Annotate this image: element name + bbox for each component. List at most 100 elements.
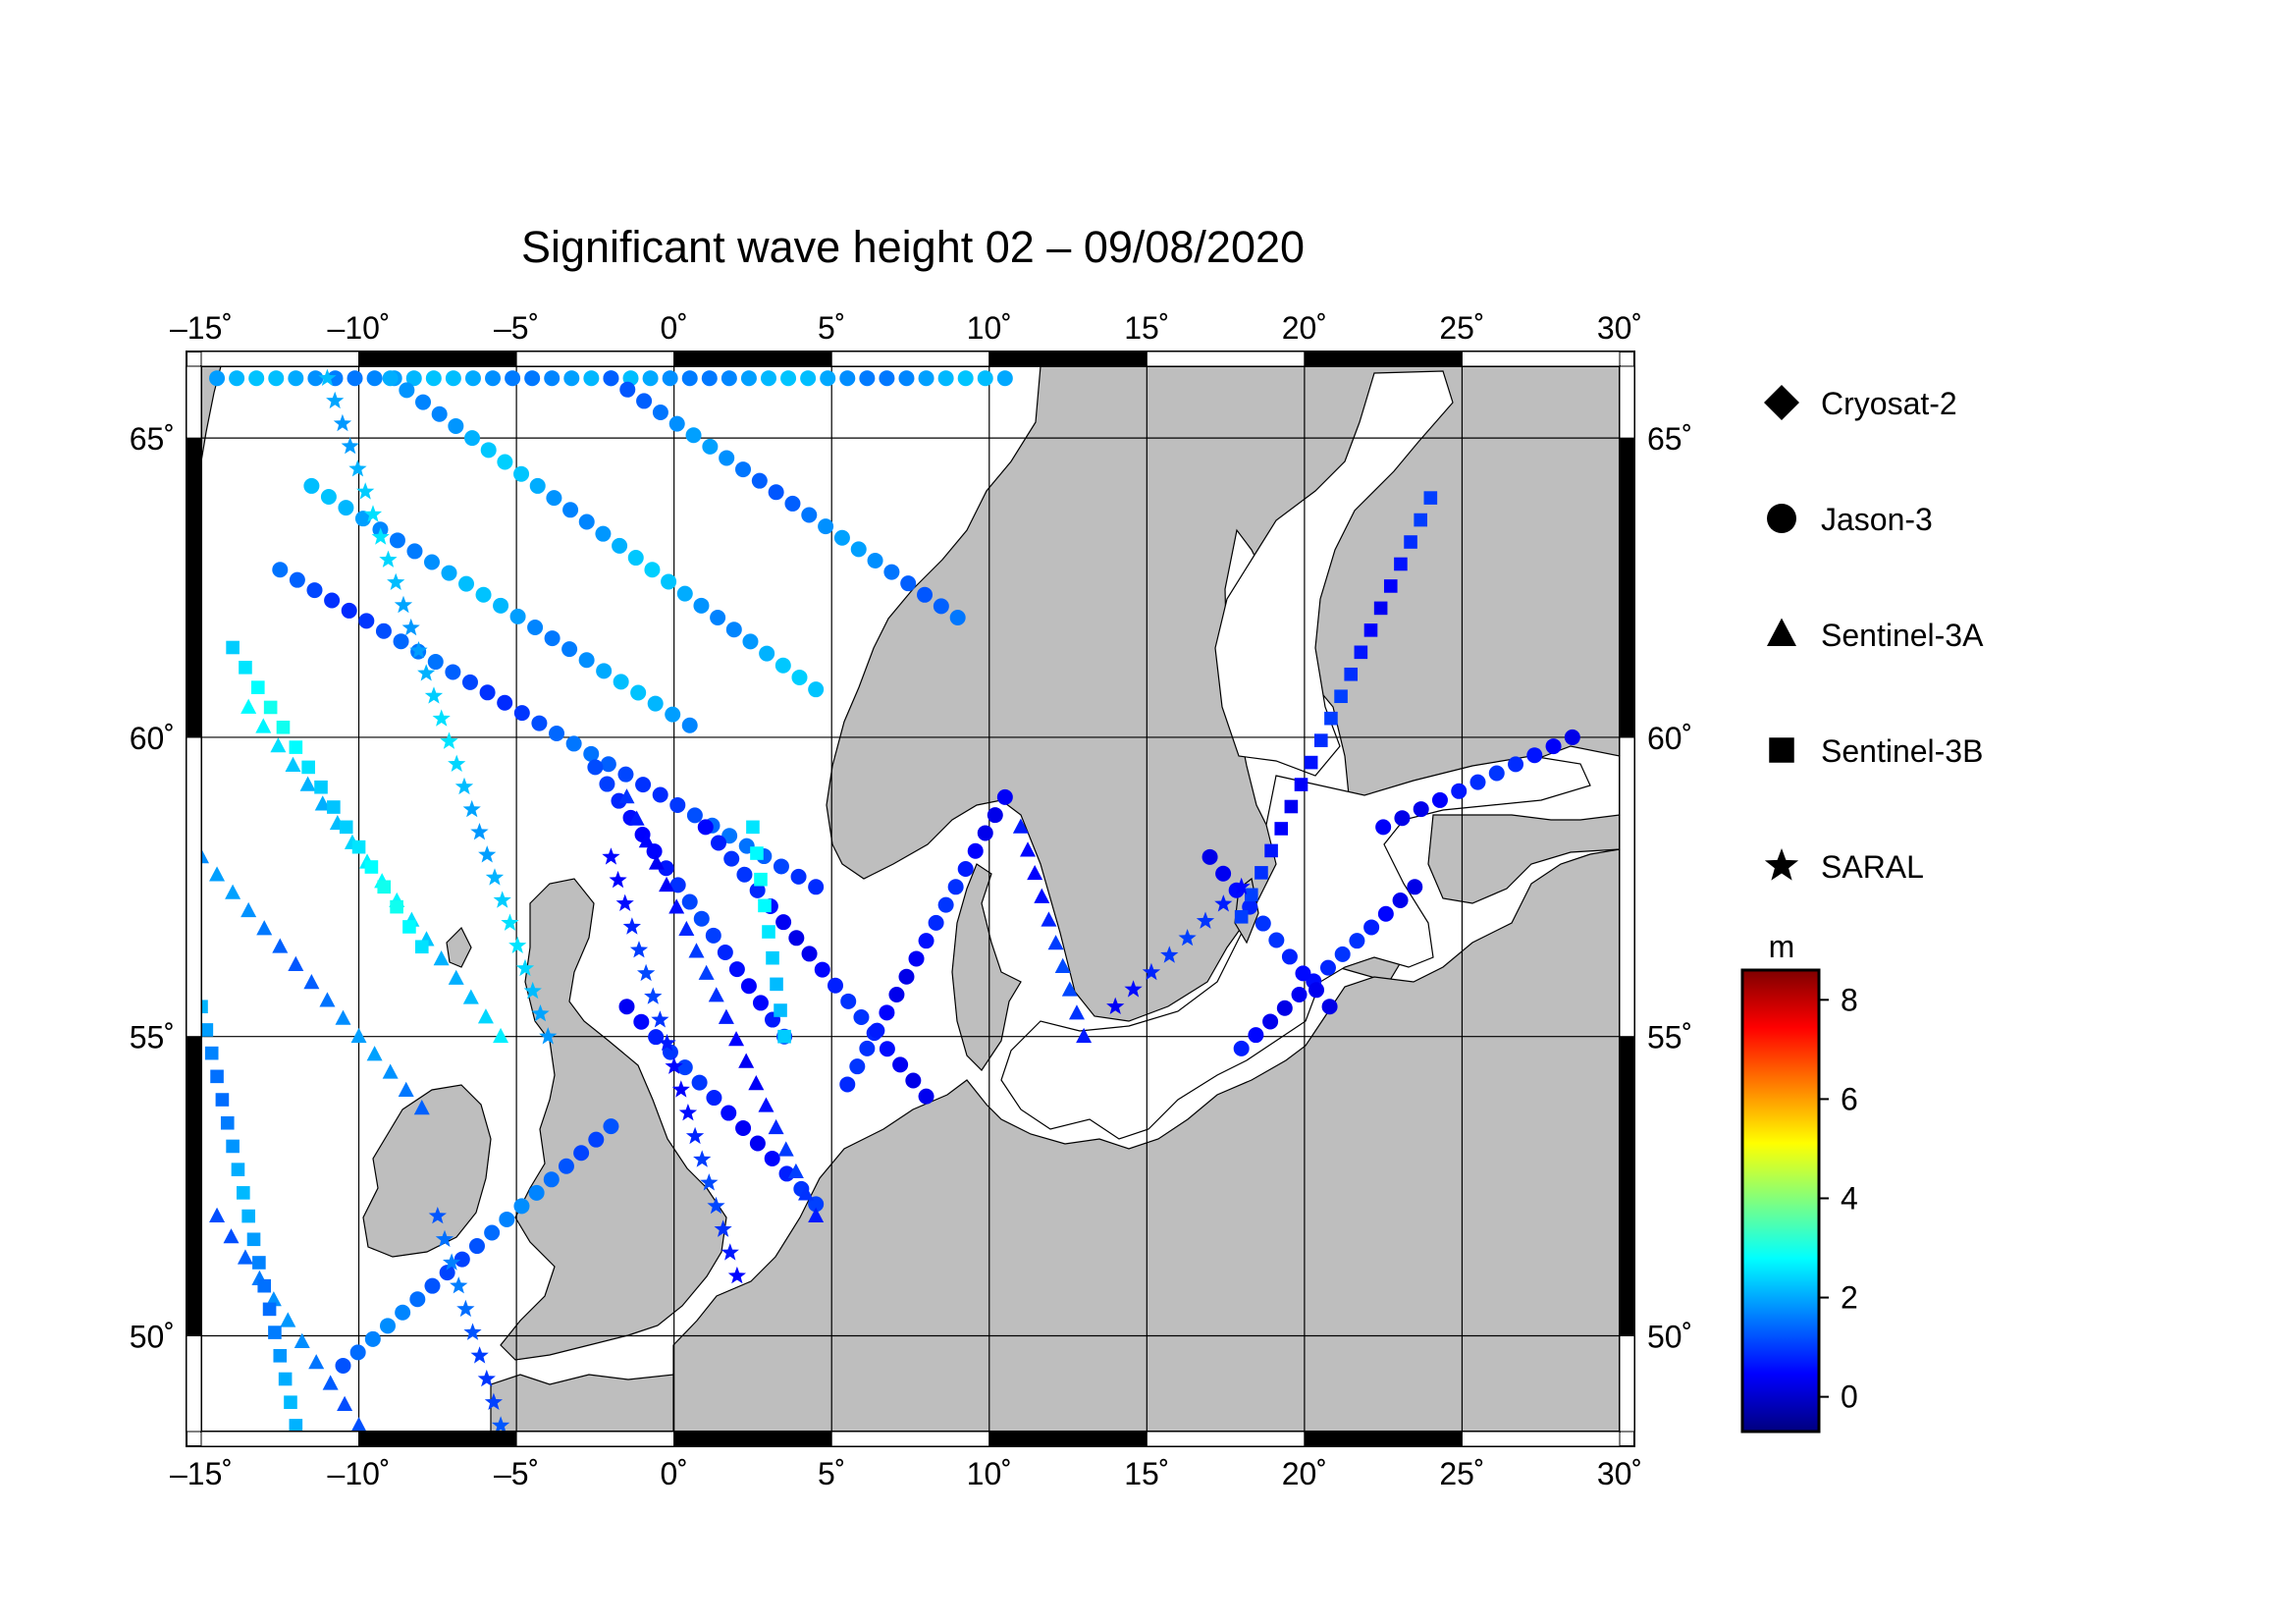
track-point-circle [879, 1004, 895, 1021]
track-point-circle [565, 735, 582, 752]
track-point-triangle [285, 756, 301, 773]
track-point-star [1196, 911, 1215, 929]
track-point-square [1294, 778, 1308, 791]
track-point-circle [1363, 919, 1380, 936]
track-point-circle [898, 968, 915, 985]
track-point-triangle [366, 1046, 383, 1061]
track-point-circle [697, 819, 714, 836]
frame-segment-top [673, 351, 832, 367]
track-point-circle [706, 1090, 722, 1107]
track-point-star [1124, 980, 1143, 998]
track-point-circle [613, 674, 629, 690]
track-point-square [263, 700, 278, 715]
track-point-circle [908, 950, 925, 967]
frame-segment-bottom [1304, 1431, 1463, 1447]
track-point-circle [600, 756, 616, 773]
track-point-triangle [201, 848, 209, 864]
track-point-square [314, 780, 328, 794]
track-point-square [201, 1000, 208, 1014]
track-point-circle [676, 585, 693, 602]
track-point-square [774, 1003, 787, 1017]
track-point-star [326, 391, 345, 409]
track-point-circle [1308, 982, 1325, 999]
track-point-circle [1413, 801, 1429, 818]
frame-segment-bottom [1146, 1431, 1306, 1447]
track-point-circle [957, 370, 974, 387]
track-point-circle [561, 641, 578, 658]
track-point-triangle [288, 955, 304, 971]
track-point-circle [761, 370, 776, 387]
track-point-triangle [280, 1312, 296, 1327]
track-point-circle [209, 370, 226, 387]
track-point-circle [527, 619, 544, 635]
track-point-star [609, 870, 627, 889]
track-point-circle [338, 500, 354, 516]
track-point-triangle [668, 898, 685, 914]
track-point-star [515, 958, 535, 977]
lat-labels-right: 50˚ 55˚ 60˚ 65˚ [1647, 421, 1692, 1354]
track-point-triangle [1020, 841, 1037, 857]
colorbar-ticks: 0 2 4 6 8 [1819, 982, 1858, 1415]
track-point-triangle [265, 1291, 282, 1307]
track-point-circle [996, 788, 1013, 805]
track-point-triangle [1012, 818, 1029, 834]
track-point-circle [320, 488, 337, 505]
frame-segment-bottom [515, 1431, 675, 1447]
track-point-circle [751, 472, 768, 489]
track-point-circle [1334, 946, 1351, 962]
track-point-triangle [256, 920, 273, 936]
track-point-triangle [209, 866, 226, 882]
track-point-circle [524, 370, 541, 387]
track-point-triangle [659, 876, 675, 893]
track-point-circle [229, 370, 245, 387]
track-point-circle [424, 1277, 441, 1294]
track-point-circle [415, 394, 432, 410]
track-point-star [658, 1033, 676, 1052]
lon-tick-label: 0˚ [660, 1456, 687, 1491]
track-point-square [246, 1232, 261, 1247]
track-point-circle [578, 514, 595, 530]
track-point-circle [288, 370, 304, 387]
track-point-circle [850, 541, 867, 558]
track-point-square [1394, 557, 1408, 571]
track-point-circle [583, 370, 600, 387]
track-point-square [1274, 822, 1289, 836]
track-point-circle [529, 477, 546, 494]
frame-segment-bottom [988, 1431, 1148, 1447]
track-point-circle [849, 1058, 866, 1075]
track-point-circle [448, 417, 464, 434]
track-point-circle [869, 1022, 885, 1039]
track-point-circle [1526, 747, 1543, 764]
track-point-square [1234, 909, 1249, 924]
legend-label: Cryosat-2 [1821, 386, 1957, 421]
track-point-star [644, 987, 663, 1004]
track-point-circle [1349, 933, 1365, 949]
track-point-circle [382, 370, 399, 387]
track-point-circle [513, 705, 530, 722]
track-point-triangle [413, 1100, 430, 1115]
track-point-circle [389, 532, 405, 549]
track-point-circle [441, 565, 457, 581]
track-point-circle [324, 592, 341, 609]
track-point-triangle [708, 987, 724, 1002]
track-point-square [1344, 667, 1359, 681]
track-point-circle [1268, 932, 1285, 948]
track-point-circle [752, 995, 769, 1011]
track-point-circle [475, 586, 492, 603]
track-point-star [417, 664, 436, 681]
track-point-circle [1276, 1000, 1293, 1016]
track-point-star [523, 981, 542, 1000]
track-point-star [727, 1266, 746, 1284]
track-point-circle [558, 1158, 574, 1174]
track-point-circle [485, 370, 502, 387]
track-point-square [1363, 623, 1378, 637]
track-point-square [1313, 733, 1328, 747]
track-point-circle [289, 571, 305, 588]
track-point-circle [493, 597, 509, 614]
track-point-circle [977, 825, 993, 841]
track-point-square [257, 1278, 272, 1293]
marker-legend: Cryosat-2 Jason-3 Sentinel-3A Sentinel-3B SA… [1764, 385, 1984, 885]
track-point-circle [791, 669, 808, 685]
track-point-circle [905, 1072, 922, 1089]
track-point-star [478, 845, 497, 863]
